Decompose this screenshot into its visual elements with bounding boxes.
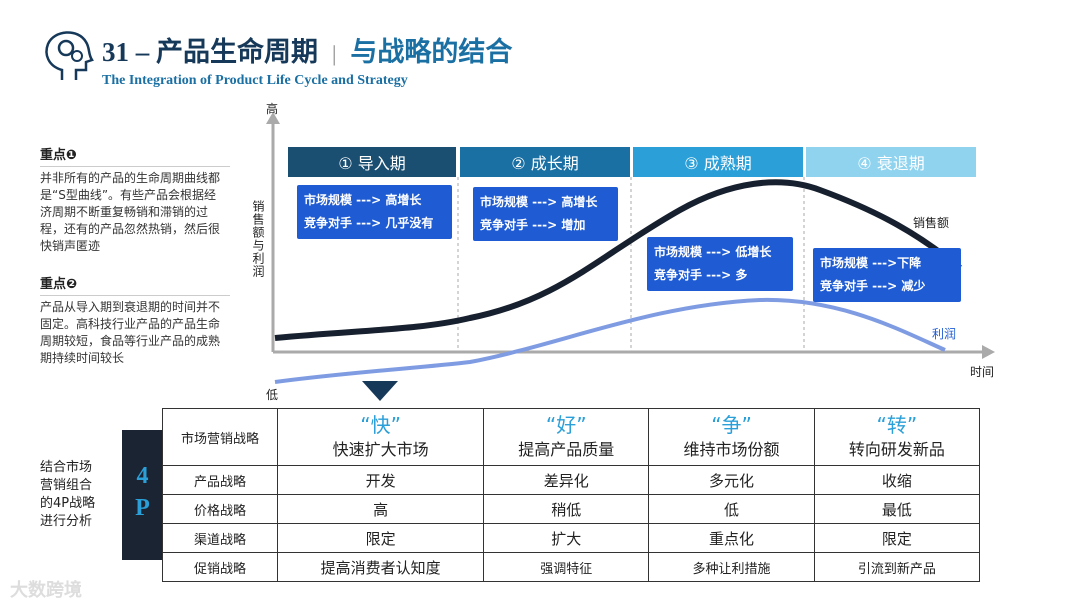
cell: 引流到新产品 xyxy=(813,552,981,582)
stage-header: ④ 衰退期 xyxy=(806,147,976,177)
life-cycle-diagram xyxy=(266,112,995,401)
watermark: 大数跨境 xyxy=(10,580,82,601)
subtitle: 与战略的结合 xyxy=(350,37,513,67)
header-cell: “转” 转向研发新品 xyxy=(813,408,981,466)
cell: 扩大 xyxy=(483,523,650,553)
row-header: 渠道战略 xyxy=(162,523,278,553)
column-text: 转向研发新品 xyxy=(848,440,945,459)
column-key: “好” xyxy=(545,413,587,437)
cell: 高 xyxy=(276,494,485,524)
column-text: 提高产品质量 xyxy=(518,440,615,459)
stage-header: ① 导入期 xyxy=(288,147,456,177)
y-low: 低 xyxy=(266,388,279,402)
separator: | xyxy=(332,41,337,66)
cell: 限定 xyxy=(813,523,981,553)
row-header: 市场营销战略 xyxy=(162,408,278,466)
point-label: 重点❶ xyxy=(40,144,230,167)
cell: 开发 xyxy=(276,465,485,495)
note-line: 市场规模 ---> 高增长 xyxy=(304,193,422,207)
title-text: 31 – 产品生命周期 xyxy=(102,37,318,67)
row-header: 促销战略 xyxy=(162,552,278,582)
title: 31 – 产品生命周期 | 与战略的结合 xyxy=(102,30,512,69)
header-cell: “快” 快速扩大市场 xyxy=(276,408,485,466)
strategy-table: 市场营销战略 “快” 快速扩大市场 “好” 提高产品质量 “争” 维持市场份额 “转” 转向研发… xyxy=(162,408,981,582)
stage-header: ② 成长期 xyxy=(460,147,630,177)
y-high: 高 xyxy=(266,102,279,116)
cell: 多元化 xyxy=(648,465,815,495)
y-label: 销售额与利润 xyxy=(251,200,265,278)
pointer xyxy=(362,381,398,401)
sales-curve xyxy=(274,179,962,341)
side-line: 进行分析 xyxy=(40,514,93,529)
header-cell: “好” 提高产品质量 xyxy=(483,408,650,466)
cell: 多种让利措施 xyxy=(648,552,815,582)
column-key: “快” xyxy=(360,413,401,437)
cell: 限定 xyxy=(276,523,485,553)
column-text: 维持市场份额 xyxy=(683,440,780,459)
stage-note: 市场规模 ---> 高增长 竞争对手 ---> 几乎没有 xyxy=(297,185,452,239)
badge: 4P xyxy=(129,463,156,527)
cell: 重点化 xyxy=(648,523,815,553)
column-key: “争” xyxy=(711,413,752,437)
side-line: 营销组合 xyxy=(40,478,93,493)
header-cell: “争” 维持市场份额 xyxy=(648,408,815,466)
side-line: 的4P战略 xyxy=(40,496,96,511)
note-line: 市场规模 --->下降 xyxy=(820,256,922,270)
stage-note: 市场规模 ---> 高增长 竞争对手 ---> 增加 xyxy=(473,187,618,241)
stage-note: 市场规模 ---> 低增长 竞争对手 ---> 多 xyxy=(647,237,793,291)
english-title: The Integration of Product Life Cycle an… xyxy=(102,73,408,88)
table-row: 渠道战略 限定 扩大 重点化 限定 xyxy=(162,523,981,553)
x-label: 时间 xyxy=(970,365,995,379)
cell: 提高消费者认知度 xyxy=(276,552,485,582)
point-text: 产品从导入期到衰退期的时间并不固定。高科技行业产品的产品生命周期较短，食品等行业… xyxy=(40,300,221,365)
cell: 低 xyxy=(648,494,815,524)
profit-label: 利润 xyxy=(932,327,957,341)
badge-block: 4P xyxy=(122,430,162,560)
row-header: 产品战略 xyxy=(162,465,278,495)
side-line: 结合市场 xyxy=(40,460,93,475)
column-text: 快速扩大市场 xyxy=(332,440,429,459)
row-header: 价格战略 xyxy=(162,494,278,524)
note-line: 竞争对手 ---> 多 xyxy=(654,268,748,282)
profit-curve xyxy=(274,297,946,384)
header-row: 市场营销战略 “快” 快速扩大市场 “好” 提高产品质量 “争” 维持市场份额 “转” 转向研发… xyxy=(162,408,981,466)
note-line: 竞争对手 ---> 增加 xyxy=(480,218,586,232)
cell: 强调特征 xyxy=(483,552,650,582)
column-key: “转” xyxy=(876,413,918,437)
head-gear-icon xyxy=(45,31,94,80)
note-line: 竞争对手 ---> 减少 xyxy=(820,279,926,293)
cell: 收缩 xyxy=(813,465,981,495)
arrow xyxy=(266,112,280,124)
cell: 差异化 xyxy=(483,465,650,495)
note-line: 市场规模 ---> 高增长 xyxy=(480,195,598,209)
stage-header: ③ 成熟期 xyxy=(633,147,803,177)
stage-note: 市场规模 --->下降 竞争对手 ---> 减少 xyxy=(813,248,961,302)
sales-label: 销售额 xyxy=(913,216,950,230)
point-label: 重点❷ xyxy=(40,273,230,296)
table-row: 价格战略高稍低低最低 xyxy=(162,494,981,524)
note-line: 市场规模 ---> 低增长 xyxy=(654,245,772,259)
arrow xyxy=(982,345,995,359)
note-line: 竞争对手 ---> 几乎没有 xyxy=(304,216,434,230)
side-label: 结合市场 营销组合 的4P战略 进行分析 xyxy=(40,459,95,531)
cell: 最低 xyxy=(813,494,981,524)
point-text: 并非所有的产品的生命周期曲线都是“S型曲线”。有些产品会根据经济周期不断重复畅销… xyxy=(40,171,221,253)
cell: 稍低 xyxy=(483,494,650,524)
table-row: 促销战略 提高消费者认知度 强调特征 多种让利措施 引流到新产品 xyxy=(162,552,981,582)
table-row: 产品战略 开发 差异化 多元化 收缩 xyxy=(162,465,981,495)
